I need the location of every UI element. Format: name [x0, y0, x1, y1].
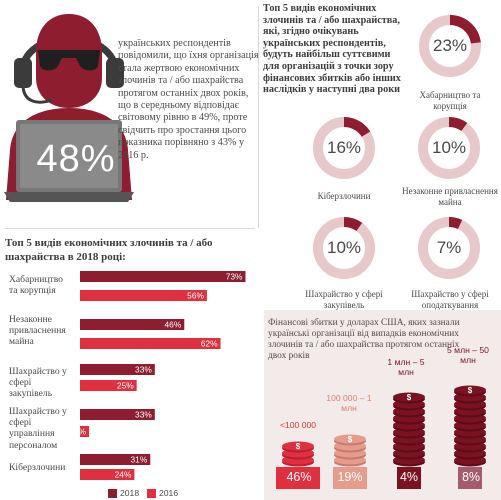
- bar-2018-3: [80, 409, 155, 420]
- donut-cybercrime: [313, 117, 375, 179]
- loss-pct-box-100k-1m: [333, 467, 367, 489]
- donut-label-cybercrime: Кіберзлочини: [317, 191, 371, 201]
- loss-pct-1m-5m: 4%: [399, 470, 419, 484]
- coin-stack-100k-1m: $: [334, 434, 366, 467]
- coin: [454, 385, 486, 395]
- coin-label-under-100k: <100 000: [279, 420, 317, 430]
- donut-charts: [313, 15, 481, 279]
- donut-pct-bribery: 23%: [432, 36, 468, 55]
- loss-pct-box-5m-50m: [458, 467, 482, 489]
- legend-label-2018: 2018: [120, 488, 140, 498]
- bar-label-2018-0: 73%: [226, 272, 243, 282]
- coin-label-100k-1m: 100 000 – 1 млн: [326, 393, 372, 413]
- bar-label-2018-4: 31%: [131, 455, 148, 465]
- loss-pct-100k-1m: 19%: [337, 470, 363, 484]
- bar-label-2016-0: 56%: [187, 291, 204, 301]
- loss-pct-box-under-100k: [276, 467, 320, 489]
- bar-2016-3: [80, 426, 90, 437]
- bar-2016-1: [80, 338, 221, 349]
- coin-label-1m-5m: 1 млн – 5 млн: [387, 357, 425, 377]
- donut-arc: [418, 217, 480, 279]
- donut-arc: [313, 117, 375, 179]
- donut-pct-misappropriation: 10%: [431, 138, 467, 157]
- bar-2016-0: [80, 290, 207, 301]
- donut-arc: [418, 117, 480, 179]
- bar-label-2016-3: 4%: [74, 427, 87, 437]
- hacker-illustration: [4, 14, 134, 202]
- legend-swatch-2018: [108, 489, 117, 498]
- survey-statement: українських респондентів повідомили, що …: [118, 38, 259, 161]
- dollar-icon: $: [407, 393, 412, 402]
- donut-arc: [313, 217, 375, 279]
- coin-stack-under-100k: $: [282, 441, 314, 467]
- coin-stack-1m-5m: $: [393, 392, 425, 467]
- bar-label-2018-1: 46%: [165, 320, 182, 330]
- bar-2018-2: [80, 364, 155, 375]
- percent-value: 48%: [36, 138, 116, 180]
- bar-category-misappropriation: Незаконне привласнення майна: [9, 314, 66, 348]
- coin: [334, 434, 366, 444]
- bar-2016-4: [80, 469, 135, 480]
- bar-category-hr: Шахрайство у сфері управління персоналом: [9, 406, 67, 451]
- donut-pct-cybercrime: 16%: [326, 138, 362, 157]
- bar-2016-2: [80, 380, 137, 391]
- coin: [393, 392, 425, 402]
- bar-category-procurement: Шахрайство у сфері закупівель: [9, 366, 67, 400]
- donuts-title: Топ 5 видів економічних злочинів та / аб…: [263, 3, 401, 96]
- coin-stack-5m-50m: $: [454, 385, 486, 467]
- donut-bribery: [419, 15, 481, 77]
- dollar-icon: $: [296, 442, 301, 451]
- loss-pct-5m-50m: 8%: [461, 470, 481, 484]
- vertical-divider: [258, 6, 259, 228]
- donut-tax: [418, 217, 480, 279]
- donut-procurement: [313, 217, 375, 279]
- donut-pct-procurement: 10%: [326, 238, 362, 257]
- donut-label-procurement: Шахрайство у сфері закупівель: [305, 289, 383, 310]
- bar-2018-4: [80, 454, 151, 465]
- bar-label-2018-2: 33%: [135, 365, 152, 375]
- donut-arc: [419, 15, 481, 77]
- donut-label-bribery: Хабарництво та корупція: [419, 90, 481, 111]
- bar-label-2016-1: 62%: [201, 339, 218, 349]
- bar-2018-0: [80, 271, 246, 282]
- bar-label-2016-2: 25%: [117, 381, 134, 391]
- legend-label-2016: 2016: [159, 488, 179, 498]
- bar-label-2016-4: 24%: [115, 470, 132, 480]
- donut-misappropriation: [418, 117, 480, 179]
- bar-category-cybercrime: Кіберзлочини: [9, 462, 66, 473]
- bar-label-2018-3: 33%: [135, 410, 152, 420]
- dollar-icon: $: [468, 386, 473, 395]
- losses-title: Фінансові збитки у доларах США, яких заз…: [268, 318, 460, 361]
- coin: [282, 441, 314, 451]
- bars-chart: 73%56%46%62%33%25%33%4%31%24%: [74, 271, 246, 480]
- donut-label-tax: Шахрайство у сфері оподаткування: [411, 289, 489, 310]
- coin-label-5m-50m: 5 млн – 50 млн: [447, 345, 489, 365]
- loss-pct-box-1m-5m: [397, 467, 421, 489]
- bars-title: Топ 5 видів економічних злочинів та / аб…: [5, 237, 213, 263]
- dollar-icon: $: [348, 435, 353, 444]
- donut-pct-tax: 7%: [436, 238, 462, 257]
- horizontal-divider: [5, 228, 255, 229]
- legend-swatch-2016: [147, 489, 156, 498]
- bar-category-bribery: Хабарництво та корупція: [9, 274, 63, 297]
- bar-2018-1: [80, 319, 185, 330]
- donut-label-misappropriation: Незаконне привласнення майна: [402, 186, 498, 207]
- loss-pct-under-100k: 46%: [286, 470, 312, 484]
